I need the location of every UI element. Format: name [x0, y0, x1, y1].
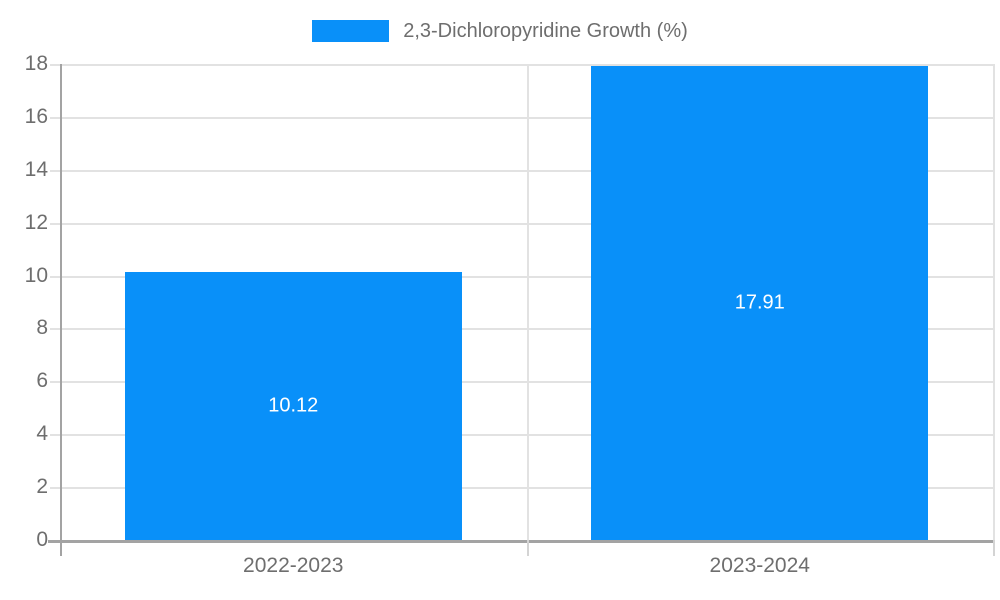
y-axis-tick-label: 2	[36, 475, 48, 499]
x-axis-tick-label: 2022-2023	[243, 554, 344, 577]
y-axis-tick	[50, 487, 60, 490]
y-axis-tick	[50, 64, 60, 66]
y-axis-tick	[50, 116, 60, 119]
y-axis-tick	[50, 275, 60, 278]
y-axis-tick-label: 10	[24, 263, 48, 287]
y-axis-line	[60, 64, 62, 556]
bar-2022-2023[interactable]	[124, 272, 462, 540]
y-axis-tick	[50, 222, 60, 225]
gridline-vertical	[526, 64, 529, 540]
x-axis-tick	[526, 540, 529, 556]
y-axis-tick-label: 18	[24, 52, 48, 75]
gridline-vertical	[993, 64, 995, 540]
bar-2023-2024[interactable]	[591, 66, 929, 540]
y-axis-tick-label: 16	[24, 104, 48, 128]
legend-label: 2,3-Dichloropyridine Growth (%)	[403, 20, 688, 42]
y-axis-tick-label: 6	[36, 369, 48, 393]
bar-value-label: 17.91	[734, 291, 785, 314]
legend[interactable]: 2,3-Dichloropyridine Growth (%)	[0, 14, 1000, 48]
x-axis-tick-label: 2023-2024	[709, 554, 810, 577]
y-axis-tick	[50, 328, 60, 331]
x-axis-line	[48, 540, 993, 543]
y-axis-tick-label: 0	[36, 528, 48, 551]
y-axis-tick-label: 12	[24, 210, 48, 234]
y-axis-tick	[50, 169, 60, 172]
bar-value-label: 10.12	[268, 394, 319, 417]
y-axis-tick	[50, 434, 60, 437]
y-axis-tick-label: 14	[24, 157, 48, 181]
plot-area: 10.12 17.91	[60, 64, 995, 540]
x-axis-tick	[993, 540, 995, 556]
y-axis-tick-label: 8	[36, 316, 48, 340]
y-axis-tick	[50, 381, 60, 384]
legend-swatch-icon	[312, 20, 390, 42]
y-axis-tick-label: 4	[36, 422, 48, 446]
